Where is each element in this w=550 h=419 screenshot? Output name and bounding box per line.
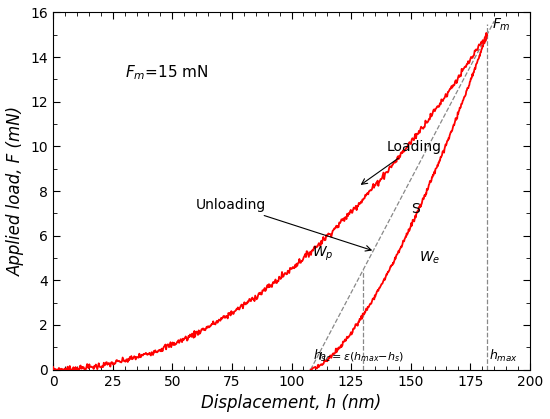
Text: $\mathit{F_m}$=15 mN: $\mathit{F_m}$=15 mN: [125, 63, 208, 82]
Text: Loading: Loading: [361, 140, 442, 184]
Text: $\mathit{h_{max}}$: $\mathit{h_{max}}$: [490, 348, 519, 364]
Text: S: S: [411, 202, 420, 216]
Text: $\mathit{W_p}$: $\mathit{W_p}$: [312, 244, 333, 263]
X-axis label: Displacement, h (nm): Displacement, h (nm): [201, 394, 382, 412]
Text: Unloading: Unloading: [196, 198, 371, 251]
Text: $\mathit{F_m}$: $\mathit{F_m}$: [492, 17, 510, 33]
Y-axis label: Applied load, F (mN): Applied load, F (mN): [7, 106, 25, 276]
Text: $\mathit{h_s}$: $\mathit{h_s}$: [313, 348, 327, 364]
Text: $\mathit{h_c}$$=$$\varepsilon$($\mathit{h_{max}}$$-$$\mathit{h_s}$): $\mathit{h_c}$$=$$\varepsilon$($\mathit{…: [317, 350, 404, 364]
Text: $\mathit{W_e}$: $\mathit{W_e}$: [419, 250, 441, 266]
